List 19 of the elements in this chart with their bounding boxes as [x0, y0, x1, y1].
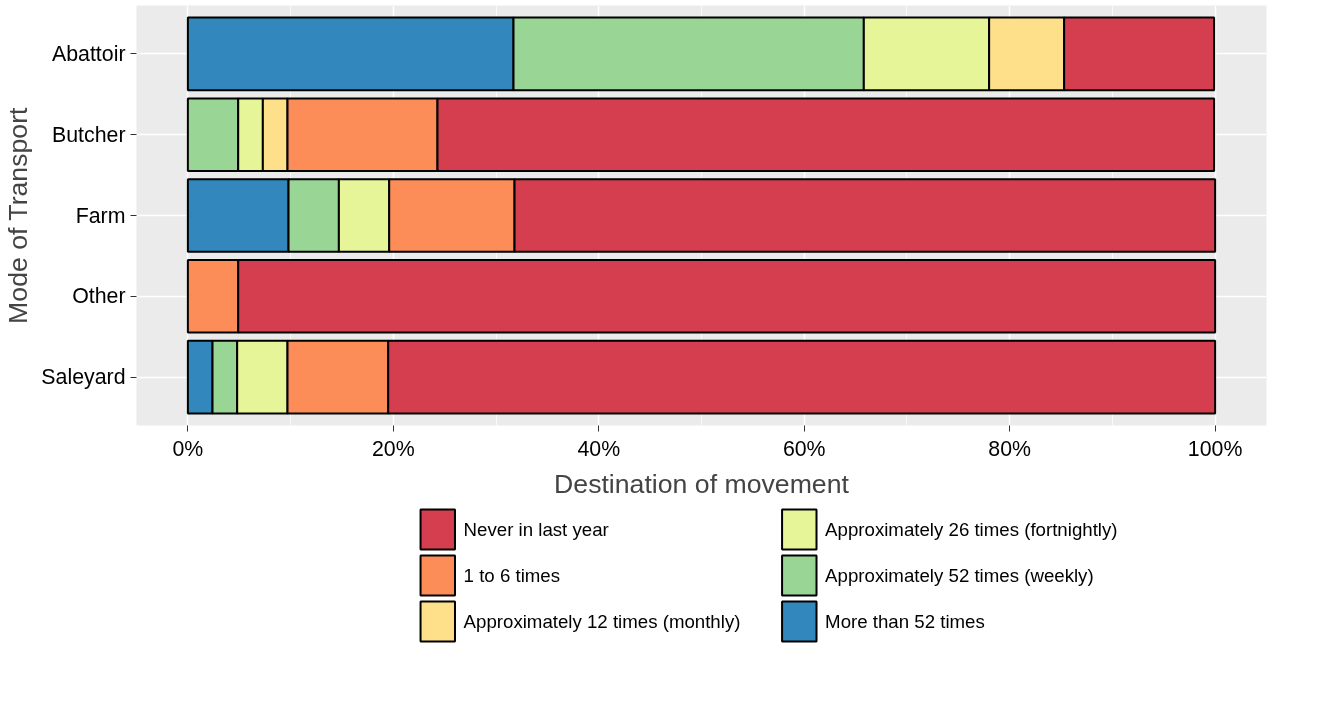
x-tick-label: 60%	[782, 436, 826, 461]
y-axis-title: Mode of Transport	[3, 106, 34, 324]
legend-label: Never in last year	[463, 519, 609, 540]
y-tick-label: Other	[72, 284, 126, 309]
y-tick-label: Abattoir	[52, 41, 126, 66]
x-tick-label: 80%	[988, 436, 1032, 461]
legend-label: Approximately 26 times (fortnightly)	[825, 519, 1118, 540]
x-tick-label: 40%	[577, 436, 621, 461]
y-tick-label: Saleyard	[41, 365, 126, 390]
x-tick-label: 0%	[172, 436, 204, 461]
x-tick-label: 100%	[1187, 436, 1243, 461]
x-axis-title: Destination of movement	[554, 468, 850, 499]
legend-label: More than 52 times	[825, 611, 985, 632]
y-tick-label: Butcher	[52, 122, 126, 147]
legend-label: 1 to 6 times	[463, 565, 561, 586]
y-tick-label: Farm	[75, 203, 126, 228]
legend-label: Approximately 52 times (weekly)	[825, 565, 1094, 586]
legend-label: Approximately 12 times (monthly)	[463, 611, 741, 632]
x-tick-label: 20%	[371, 436, 415, 461]
